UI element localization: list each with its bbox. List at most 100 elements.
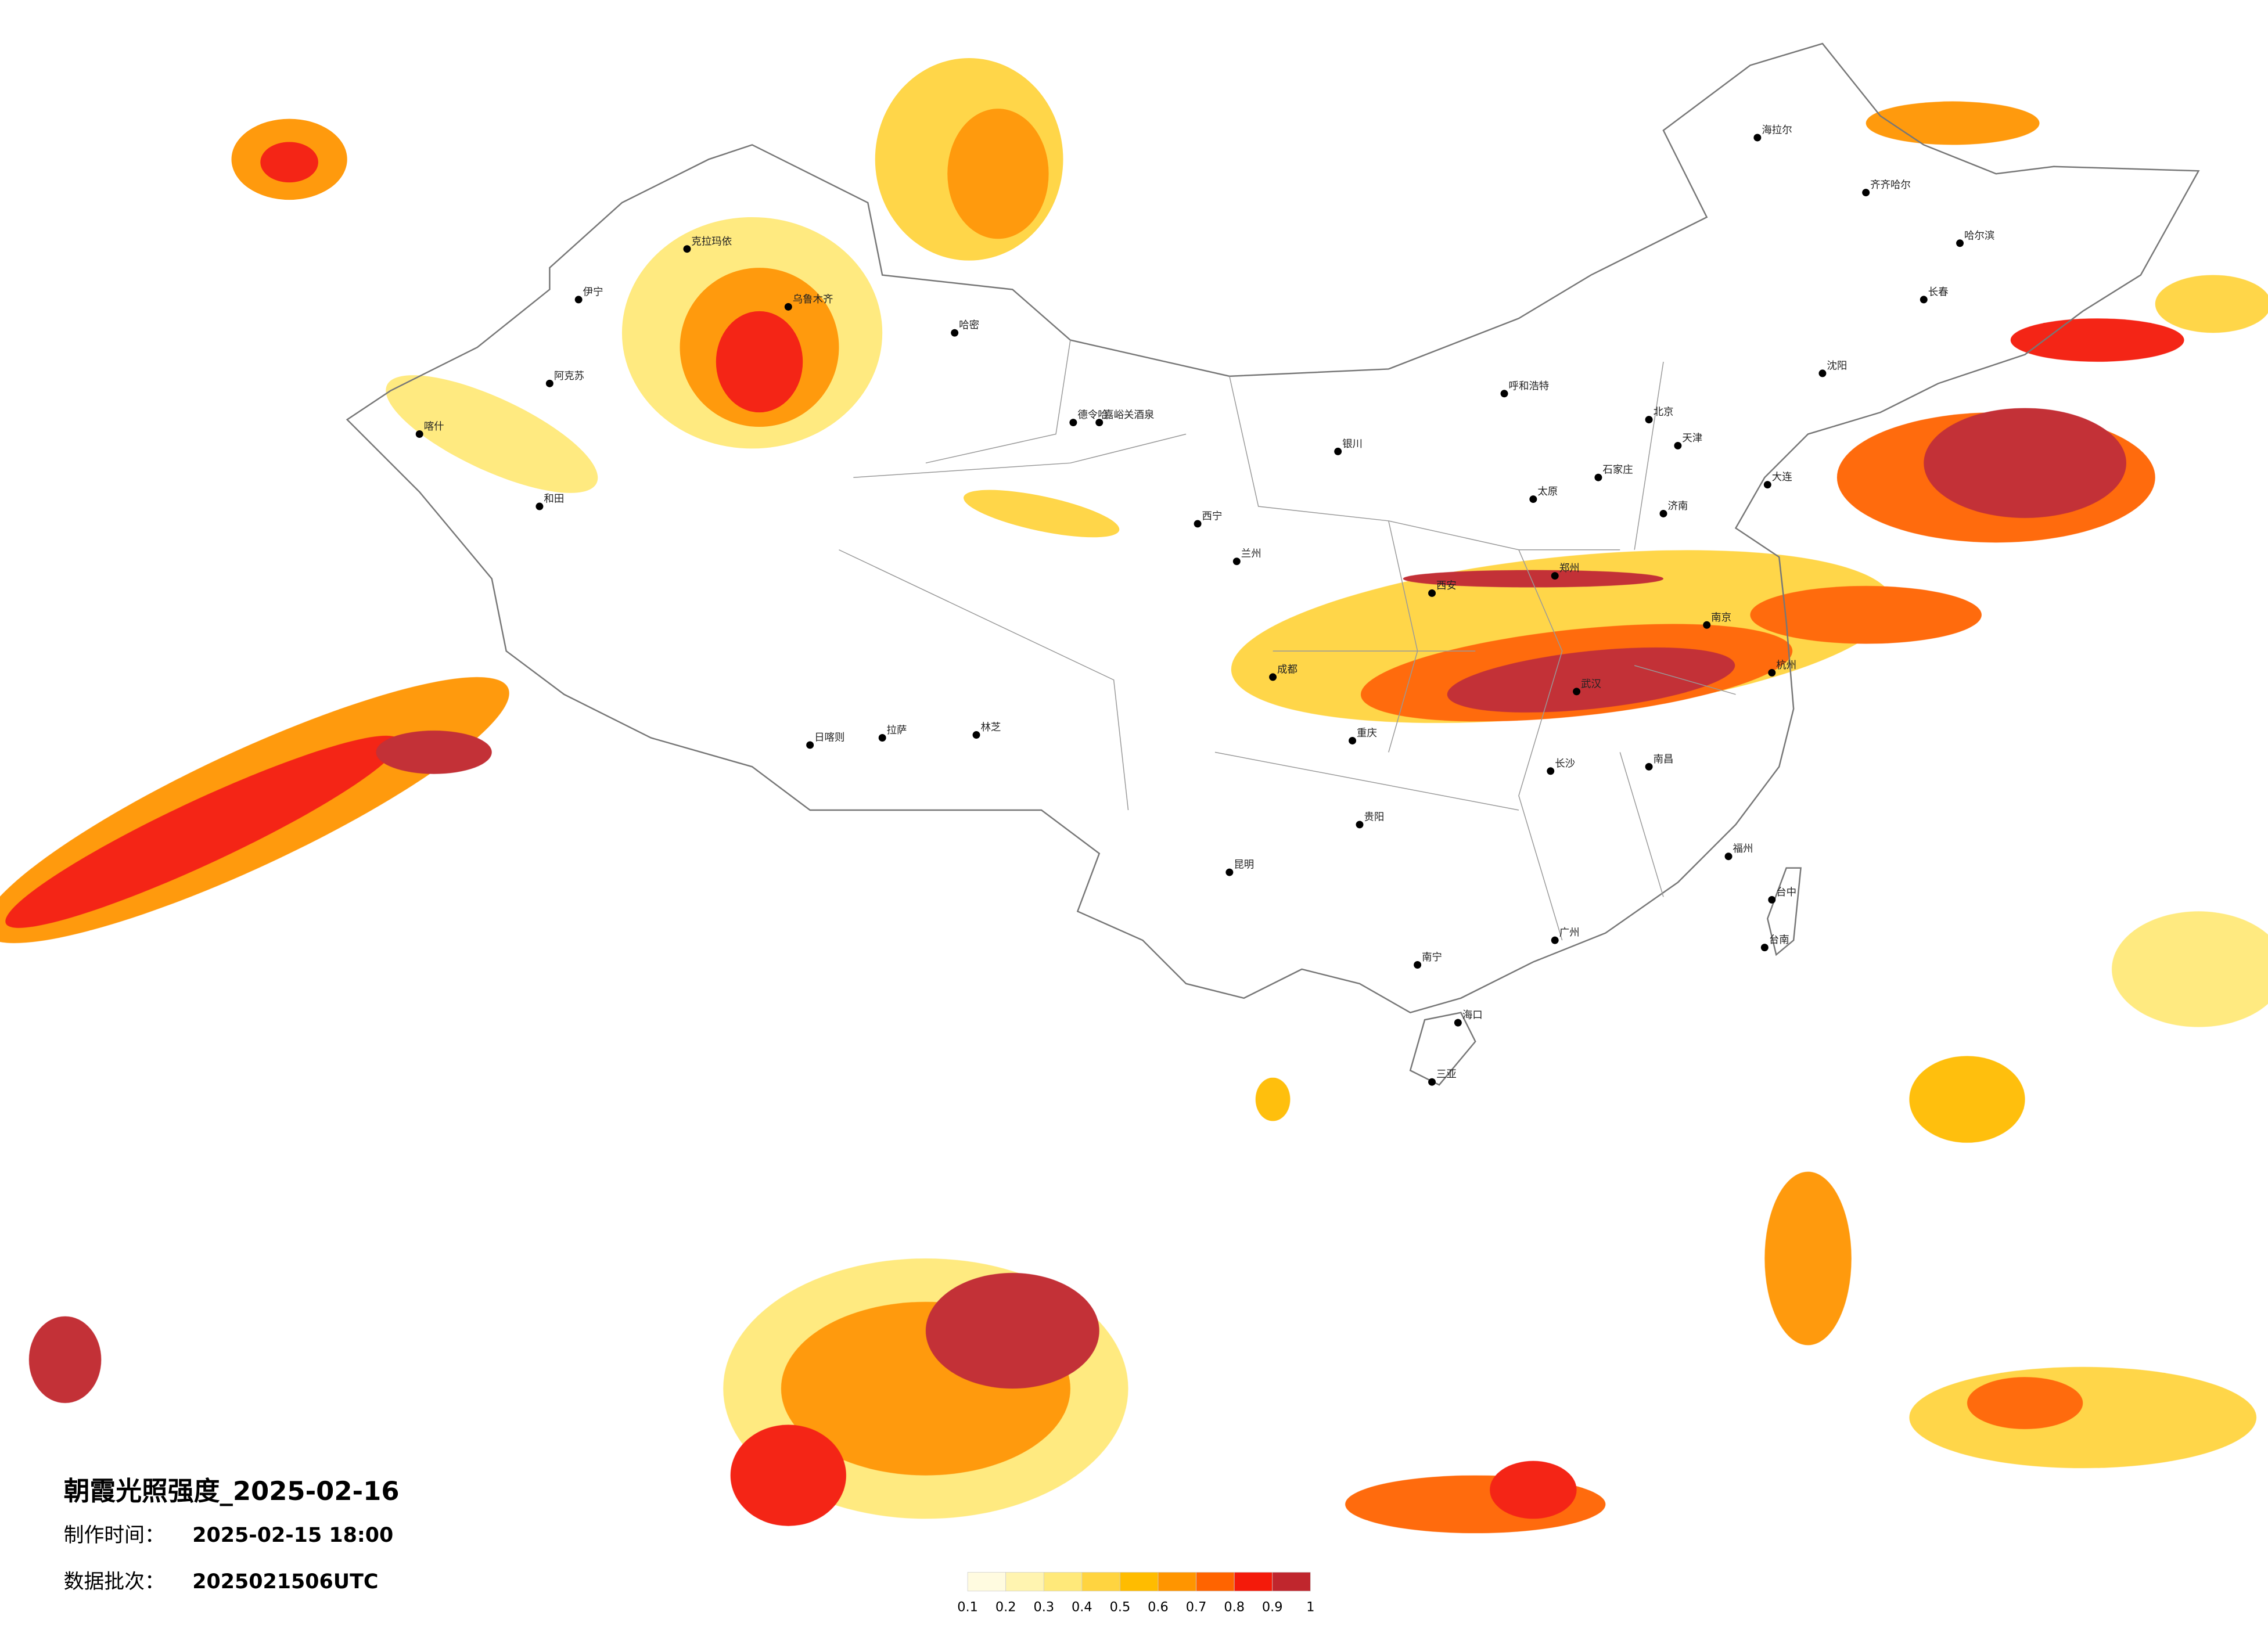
heat-patch <box>1967 1377 2083 1429</box>
heat-patch <box>1447 647 1735 713</box>
heat-patch <box>1764 1171 1852 1346</box>
city-label: 长沙 <box>1555 758 1575 769</box>
island-outline <box>1767 867 1802 956</box>
heat-patch <box>28 1316 102 1404</box>
legend: 0.1 0.2 0.3 0.4 0.5 0.6 0.7 0.8 0.9 1 <box>957 1572 1314 1615</box>
city-dot <box>878 734 886 742</box>
legend-tick-label: 0.3 <box>1033 1600 1054 1615</box>
heat-patch <box>260 142 318 183</box>
city-dot <box>1594 473 1602 481</box>
city-label: 济南 <box>1667 501 1688 512</box>
city-dot <box>1414 961 1422 969</box>
city-label: 天津 <box>1682 433 1702 444</box>
legend-swatch <box>1120 1572 1159 1592</box>
heat-patch <box>2010 318 2184 362</box>
city-dot <box>1645 762 1653 771</box>
city-dot <box>1428 589 1436 597</box>
city-label: 呼和浩特 <box>1509 380 1550 392</box>
heat-patch <box>716 311 803 413</box>
legend-swatch <box>1081 1572 1120 1592</box>
city-label: 银川 <box>1342 438 1363 450</box>
heat-patch <box>925 1272 1099 1389</box>
city-label: 喀什 <box>424 421 444 433</box>
heat-patch <box>1909 1056 2025 1143</box>
city-label: 郑州 <box>1559 563 1580 574</box>
city-dot <box>1862 189 1870 197</box>
legend-tick-label: 0.8 <box>1224 1600 1245 1615</box>
city-dot <box>1225 868 1234 876</box>
city-label: 齐齐哈尔 <box>1870 179 1911 191</box>
city-dot <box>784 303 792 311</box>
heat-patch <box>1255 1077 1291 1121</box>
city-label: 拉萨 <box>887 725 907 736</box>
city-label: 兰州 <box>1241 548 1261 560</box>
city-label: 北京 <box>1654 406 1674 418</box>
city-label: 日喀则 <box>814 732 844 743</box>
heat-patch <box>1866 101 2040 145</box>
legend-swatch <box>1043 1572 1083 1592</box>
legend-swatch <box>1272 1572 1311 1592</box>
heat-patch <box>963 490 1120 538</box>
heat-patch <box>1403 570 1663 588</box>
city-dot <box>1674 441 1682 449</box>
city-label: 武汉 <box>1581 678 1601 690</box>
city-label: 嘉峪关酒泉 <box>1104 409 1154 421</box>
city-label: 太原 <box>1537 486 1558 498</box>
city-label: 贵阳 <box>1364 811 1384 823</box>
city-dot <box>1753 134 1762 142</box>
city-dot <box>1763 481 1771 489</box>
city-dot <box>1232 557 1241 566</box>
city-dot <box>545 379 553 387</box>
country-outline <box>346 42 2200 1014</box>
legend-tick-label: 0.9 <box>1262 1600 1283 1615</box>
city-dot <box>1573 688 1581 696</box>
batch-label: 数据批次： <box>64 1570 165 1593</box>
legend-tick-label: 0.6 <box>1148 1600 1169 1615</box>
city-label: 德令哈 <box>1077 409 1108 421</box>
city-label: 林芝 <box>981 722 1001 733</box>
city-label: 台南 <box>1769 934 1789 946</box>
city-label: 海拉尔 <box>1762 124 1792 136</box>
city-label: 南京 <box>1711 612 1731 624</box>
city-label: 乌鲁木齐 <box>793 294 833 305</box>
island-outline <box>1409 1012 1476 1086</box>
city-dot <box>1768 895 1776 904</box>
city-dot <box>683 245 691 253</box>
legend-tick-label: 0.4 <box>1072 1600 1092 1615</box>
city-label: 伊宁 <box>583 286 603 298</box>
heat-patch <box>5 735 400 928</box>
city-label: 西宁 <box>1202 510 1223 522</box>
heat-patch <box>386 375 598 493</box>
city-dot <box>1095 419 1104 427</box>
legend-tick-label: 1 <box>1306 1600 1314 1615</box>
city-label: 大连 <box>1772 472 1792 483</box>
city-dot <box>1659 510 1667 517</box>
made-time: 2025-02-15 18:00 <box>192 1524 393 1547</box>
city-dot <box>535 502 544 510</box>
legend-swatch <box>1005 1572 1044 1592</box>
heat-patch <box>947 109 1049 239</box>
city-dot <box>1724 852 1733 861</box>
heat-patch <box>2112 911 2268 1027</box>
city-label: 海口 <box>1462 1010 1483 1021</box>
city-dot <box>1428 1078 1436 1086</box>
city-dot <box>415 430 423 438</box>
city-dot <box>1920 296 1928 304</box>
city-dot <box>1356 821 1364 829</box>
city-label: 石家庄 <box>1602 465 1633 476</box>
city-dot <box>1454 1019 1462 1027</box>
heat-patch <box>1909 1366 2257 1469</box>
city-dot <box>574 296 583 304</box>
city-dot <box>806 741 814 749</box>
city-dot <box>951 329 959 337</box>
batch-id: 2025021506UTC <box>192 1570 378 1593</box>
city-dot <box>1551 572 1559 580</box>
city-dot <box>1768 668 1776 677</box>
legend-swatch <box>1234 1572 1273 1592</box>
city-label: 和田 <box>544 494 564 505</box>
city-dot <box>1956 239 1964 247</box>
city-label: 南昌 <box>1654 754 1674 765</box>
heat-patch <box>1924 408 2126 518</box>
intensity-field <box>0 57 2268 1534</box>
